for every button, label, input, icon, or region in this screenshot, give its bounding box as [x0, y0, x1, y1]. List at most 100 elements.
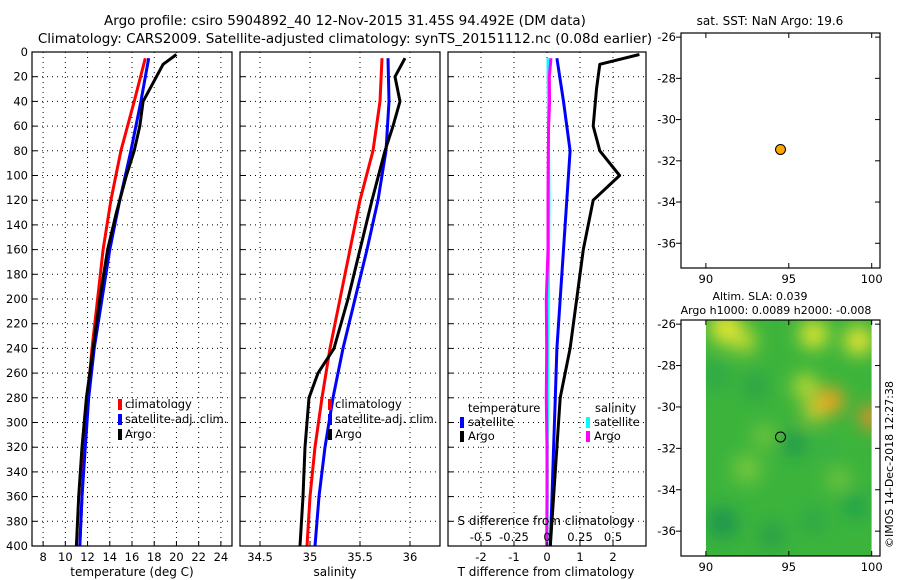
map-y-tick-label: -36 — [657, 524, 676, 538]
heatmap-blob — [803, 401, 824, 422]
s-tick-label: 0.5 — [604, 530, 622, 544]
y-tick-label: 120 — [6, 193, 28, 207]
legend-label: Argo — [594, 429, 621, 443]
y-tick-label: 400 — [6, 539, 28, 553]
legend-swatch — [586, 431, 590, 442]
y-tick-label: 260 — [6, 366, 28, 380]
heatmap-blob — [815, 438, 836, 459]
legend-title-temperature: temperature — [468, 401, 540, 415]
map-y-tick-label: -32 — [657, 441, 676, 455]
legend-label: climatology — [125, 397, 192, 411]
y-tick-label: 360 — [6, 490, 28, 504]
heatmap-blob — [732, 328, 757, 353]
heatmap-blob — [859, 405, 872, 430]
map-y-tick-label: -34 — [657, 483, 676, 497]
sst-map-panel: 90 95 100 -26 -28 -30 -32 -34 -36 — [657, 30, 882, 286]
heatmap-blob — [799, 320, 828, 349]
legend-swatch — [328, 429, 332, 440]
legend-swatch — [118, 429, 122, 440]
map-y-tick-label: -36 — [657, 236, 676, 250]
series-line-satellite-adj-clim- — [313, 58, 391, 547]
y-tick-label: 20 — [13, 70, 28, 84]
legend-title-salinity: salinity — [595, 401, 636, 415]
s-tick-label: -0.5 — [470, 530, 492, 544]
y-tick-label: 200 — [6, 292, 28, 306]
map-y-tick-label: -32 — [657, 154, 676, 168]
legend-swatch — [118, 399, 122, 410]
series-line-argo — [298, 57, 407, 547]
sla-title-2: Argo h1000: 0.0089 h2000: -0.008 — [681, 304, 872, 317]
argo-location-marker — [775, 431, 786, 443]
legend-swatch — [460, 417, 464, 428]
map-frame — [680, 32, 881, 269]
legend-label: Argo — [335, 427, 362, 441]
legend-swatch — [586, 417, 590, 428]
series-line-t-argo — [548, 53, 640, 547]
heatmap-blob — [743, 374, 768, 399]
temperature-panel: 8 10 12 14 16 18 20 22 2402040608010012014016018… — [6, 45, 233, 564]
title-line2: Climatology: CARS2009. Satellite-adjuste… — [38, 31, 652, 47]
s-tick-label: 0 — [543, 530, 550, 544]
y-tick-label: 60 — [13, 119, 28, 133]
x-tick-label: 24 — [214, 550, 229, 564]
y-tick-label: 300 — [6, 416, 28, 430]
y-tick-label: 40 — [13, 94, 28, 108]
heatmap-blob — [706, 506, 739, 539]
heatmap-blob — [705, 361, 729, 390]
map-x-tick-label: 100 — [861, 272, 883, 286]
series-line-s-argo — [544, 58, 553, 547]
s-difference-label: S difference from climatology — [458, 514, 635, 528]
x-tick-label: -1 — [508, 550, 519, 564]
y-tick-label: 320 — [6, 440, 28, 454]
map-x-tick-label: 90 — [699, 560, 714, 574]
x-tick-label: 34.5 — [247, 550, 273, 564]
heatmap-blob — [758, 521, 787, 550]
x-tick-label: 0 — [543, 550, 550, 564]
map-x-tick-label: 100 — [861, 560, 883, 574]
legend-label: satellite-adj. clim. — [125, 412, 227, 426]
title-line1: Argo profile: csiro 5904892_40 12-Nov-20… — [104, 13, 586, 29]
legend-label: Argo — [468, 429, 495, 443]
map-frame — [680, 319, 881, 557]
y-tick-label: 220 — [6, 317, 28, 331]
map-x-tick-label: 95 — [781, 560, 796, 574]
legend-label: climatology — [335, 397, 402, 411]
legend-swatch — [328, 414, 332, 425]
y-tick-label: 80 — [13, 144, 28, 158]
heatmap-blob — [733, 455, 762, 484]
map-y-tick-label: -30 — [657, 113, 676, 127]
x-tick-label: 35.5 — [347, 550, 373, 564]
sla-title-1: Altim. SLA: 0.039 — [712, 290, 807, 303]
x-tick-label: 20 — [169, 550, 184, 564]
y-tick-label: 240 — [6, 341, 28, 355]
map-x-tick-label: 90 — [699, 272, 714, 286]
heatmap-blob — [801, 508, 826, 533]
y-tick-label: 140 — [6, 218, 28, 232]
heatmap-field — [705, 320, 872, 556]
s-tick-label: 0.25 — [567, 530, 593, 544]
x-tick-label: 16 — [125, 550, 140, 564]
x-tick-label: -2 — [475, 550, 486, 564]
series-line-climatology — [305, 58, 384, 547]
y-tick-label: 280 — [6, 391, 28, 405]
x-tick-label: 8 — [39, 550, 46, 564]
argo-location-marker — [775, 143, 786, 155]
series-line-t-satellite — [548, 57, 572, 547]
watermark: ©IMOS 14-Dec-2018 12:27:38 — [883, 381, 896, 548]
y-tick-label: 160 — [6, 243, 28, 257]
x-tick-label: 1 — [576, 550, 583, 564]
legend-label: Argo — [125, 427, 152, 441]
x-tick-label: 2 — [609, 550, 616, 564]
legend-label: satellite-adj. clim. — [335, 412, 437, 426]
map-y-tick-label: -28 — [657, 359, 676, 373]
map-y-tick-label: -34 — [657, 195, 676, 209]
map-x-tick-label: 95 — [781, 272, 796, 286]
legend-label: satellite — [594, 415, 640, 429]
y-tick-label: 0 — [21, 45, 28, 59]
difference-xlabel: T difference from climatology — [457, 565, 635, 579]
map-y-tick-label: -30 — [657, 400, 676, 414]
legend-swatch — [460, 431, 464, 442]
map-y-tick-label: -28 — [657, 71, 676, 85]
